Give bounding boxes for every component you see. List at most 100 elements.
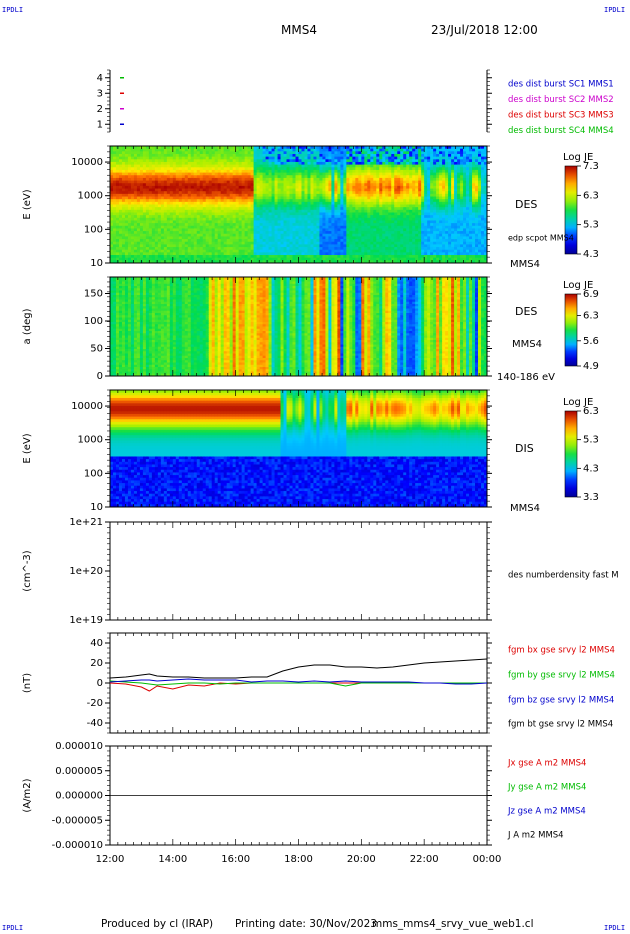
- des-energy-cell: [346, 196, 350, 200]
- des-energy-cell: [433, 167, 437, 171]
- des-energy-cell: [337, 183, 341, 187]
- des-energy-cell: [208, 151, 213, 155]
- des-energy-cell: [313, 193, 317, 198]
- des-energy-cell: [418, 172, 422, 176]
- des-energy-cell: [298, 177, 302, 182]
- des-energy-cell: [259, 228, 264, 232]
- des-energy-cell: [232, 241, 237, 245]
- des-energy-cell: [253, 148, 258, 152]
- des-energy-cell: [415, 180, 419, 184]
- des-energy-cell: [373, 241, 377, 245]
- des-energy-cell: [442, 220, 446, 224]
- des-energy-cell: [205, 244, 210, 248]
- des-energy-cell: [244, 151, 249, 155]
- des-energy-cell: [382, 244, 386, 248]
- des-energy-cell: [412, 252, 416, 256]
- des-energy-cell: [271, 180, 276, 184]
- des-energy-cell: [292, 196, 297, 200]
- des-energy-cell: [301, 249, 305, 253]
- des-energy-cell: [110, 241, 114, 245]
- des-energy-cell: [247, 159, 252, 163]
- des-energy-cell: [433, 159, 437, 163]
- des-energy-cell: [337, 172, 341, 176]
- des-energy-cell: [298, 151, 302, 155]
- des-energy-cell: [292, 161, 297, 166]
- des-energy-cell: [110, 159, 114, 163]
- des-energy-cell: [385, 220, 389, 224]
- des-energy-cell: [433, 156, 437, 160]
- des-energy-cell: [265, 193, 270, 198]
- des-energy-cell: [259, 217, 264, 221]
- des-energy-cell: [418, 146, 422, 150]
- des-energy-cell: [211, 260, 216, 264]
- des-energy-cell: [370, 191, 374, 195]
- des-energy-cell: [166, 241, 171, 245]
- des-energy-cell: [208, 220, 213, 224]
- des-energy-cell: [193, 257, 198, 261]
- des-energy-cell: [388, 180, 392, 184]
- des-energy-cell: [322, 223, 326, 227]
- des-energy-cell: [394, 212, 398, 216]
- des-energy-cell: [265, 177, 270, 182]
- des-energy-cell: [313, 209, 317, 213]
- des-energy-cell: [436, 215, 440, 219]
- des-energy-cell: [268, 255, 273, 259]
- des-energy-cell: [439, 167, 443, 171]
- des-energy-cell: [358, 236, 362, 240]
- des-energy-cell: [118, 191, 123, 195]
- des-energy-cell: [277, 153, 282, 158]
- des-energy-cell: [364, 209, 368, 213]
- des-energy-cell: [133, 233, 138, 237]
- des-energy-cell: [391, 231, 395, 235]
- des-energy-cell: [226, 153, 231, 158]
- des-energy-cell: [340, 233, 344, 237]
- des-energy-cell: [259, 167, 264, 171]
- des-energy-cell: [418, 241, 422, 245]
- des-energy-cell: [250, 148, 255, 152]
- des-energy-cell: [211, 193, 216, 198]
- des-energy-cell: [211, 225, 216, 229]
- des-energy-cell: [199, 255, 204, 259]
- des-energy-cell: [112, 167, 117, 171]
- des-energy-cell: [391, 215, 395, 219]
- des-energy-cell: [430, 252, 434, 256]
- des-energy-cell: [397, 247, 401, 251]
- des-energy-cell: [439, 204, 443, 208]
- des-energy-cell: [388, 175, 392, 179]
- des-energy-cell: [172, 207, 177, 211]
- des-energy-cell: [376, 188, 380, 192]
- des-energy-cell: [394, 161, 398, 166]
- des-energy-cell: [235, 209, 240, 213]
- des-energy-cell: [361, 239, 365, 243]
- des-energy-cell: [343, 241, 347, 245]
- des-energy-cell: [235, 191, 240, 195]
- des-energy-cell: [151, 249, 156, 253]
- des-energy-cell: [130, 257, 135, 261]
- des-energy-cell: [223, 180, 228, 184]
- des-energy-cell: [310, 228, 314, 232]
- des-energy-cell: [229, 249, 234, 253]
- des-energy-cell: [403, 196, 407, 200]
- des-energy-cell: [373, 151, 377, 155]
- des-energy-cell: [136, 233, 141, 237]
- des-energy-cell: [424, 252, 428, 256]
- des-energy-cell: [172, 172, 177, 176]
- des-energy-cell: [256, 153, 261, 158]
- des-energy-cell: [124, 247, 129, 251]
- des-energy-cell: [181, 151, 186, 155]
- des-energy-cell: [202, 204, 207, 208]
- des-energy-cell: [349, 172, 353, 176]
- des-energy-cell: [229, 199, 234, 203]
- des-energy-cell: [235, 159, 240, 163]
- des-energy-cell: [286, 252, 291, 256]
- des-energy-cell: [283, 146, 288, 150]
- des-energy-cell: [418, 212, 422, 216]
- des-energy-cell: [166, 185, 171, 190]
- des-energy-cell: [424, 233, 428, 237]
- des-energy-cell: [202, 223, 207, 227]
- des-energy-cell: [268, 241, 273, 245]
- des-energy-cell: [211, 172, 216, 176]
- des-energy-cell: [355, 225, 359, 229]
- des-energy-cell: [178, 148, 183, 152]
- des-energy-cell: [388, 188, 392, 192]
